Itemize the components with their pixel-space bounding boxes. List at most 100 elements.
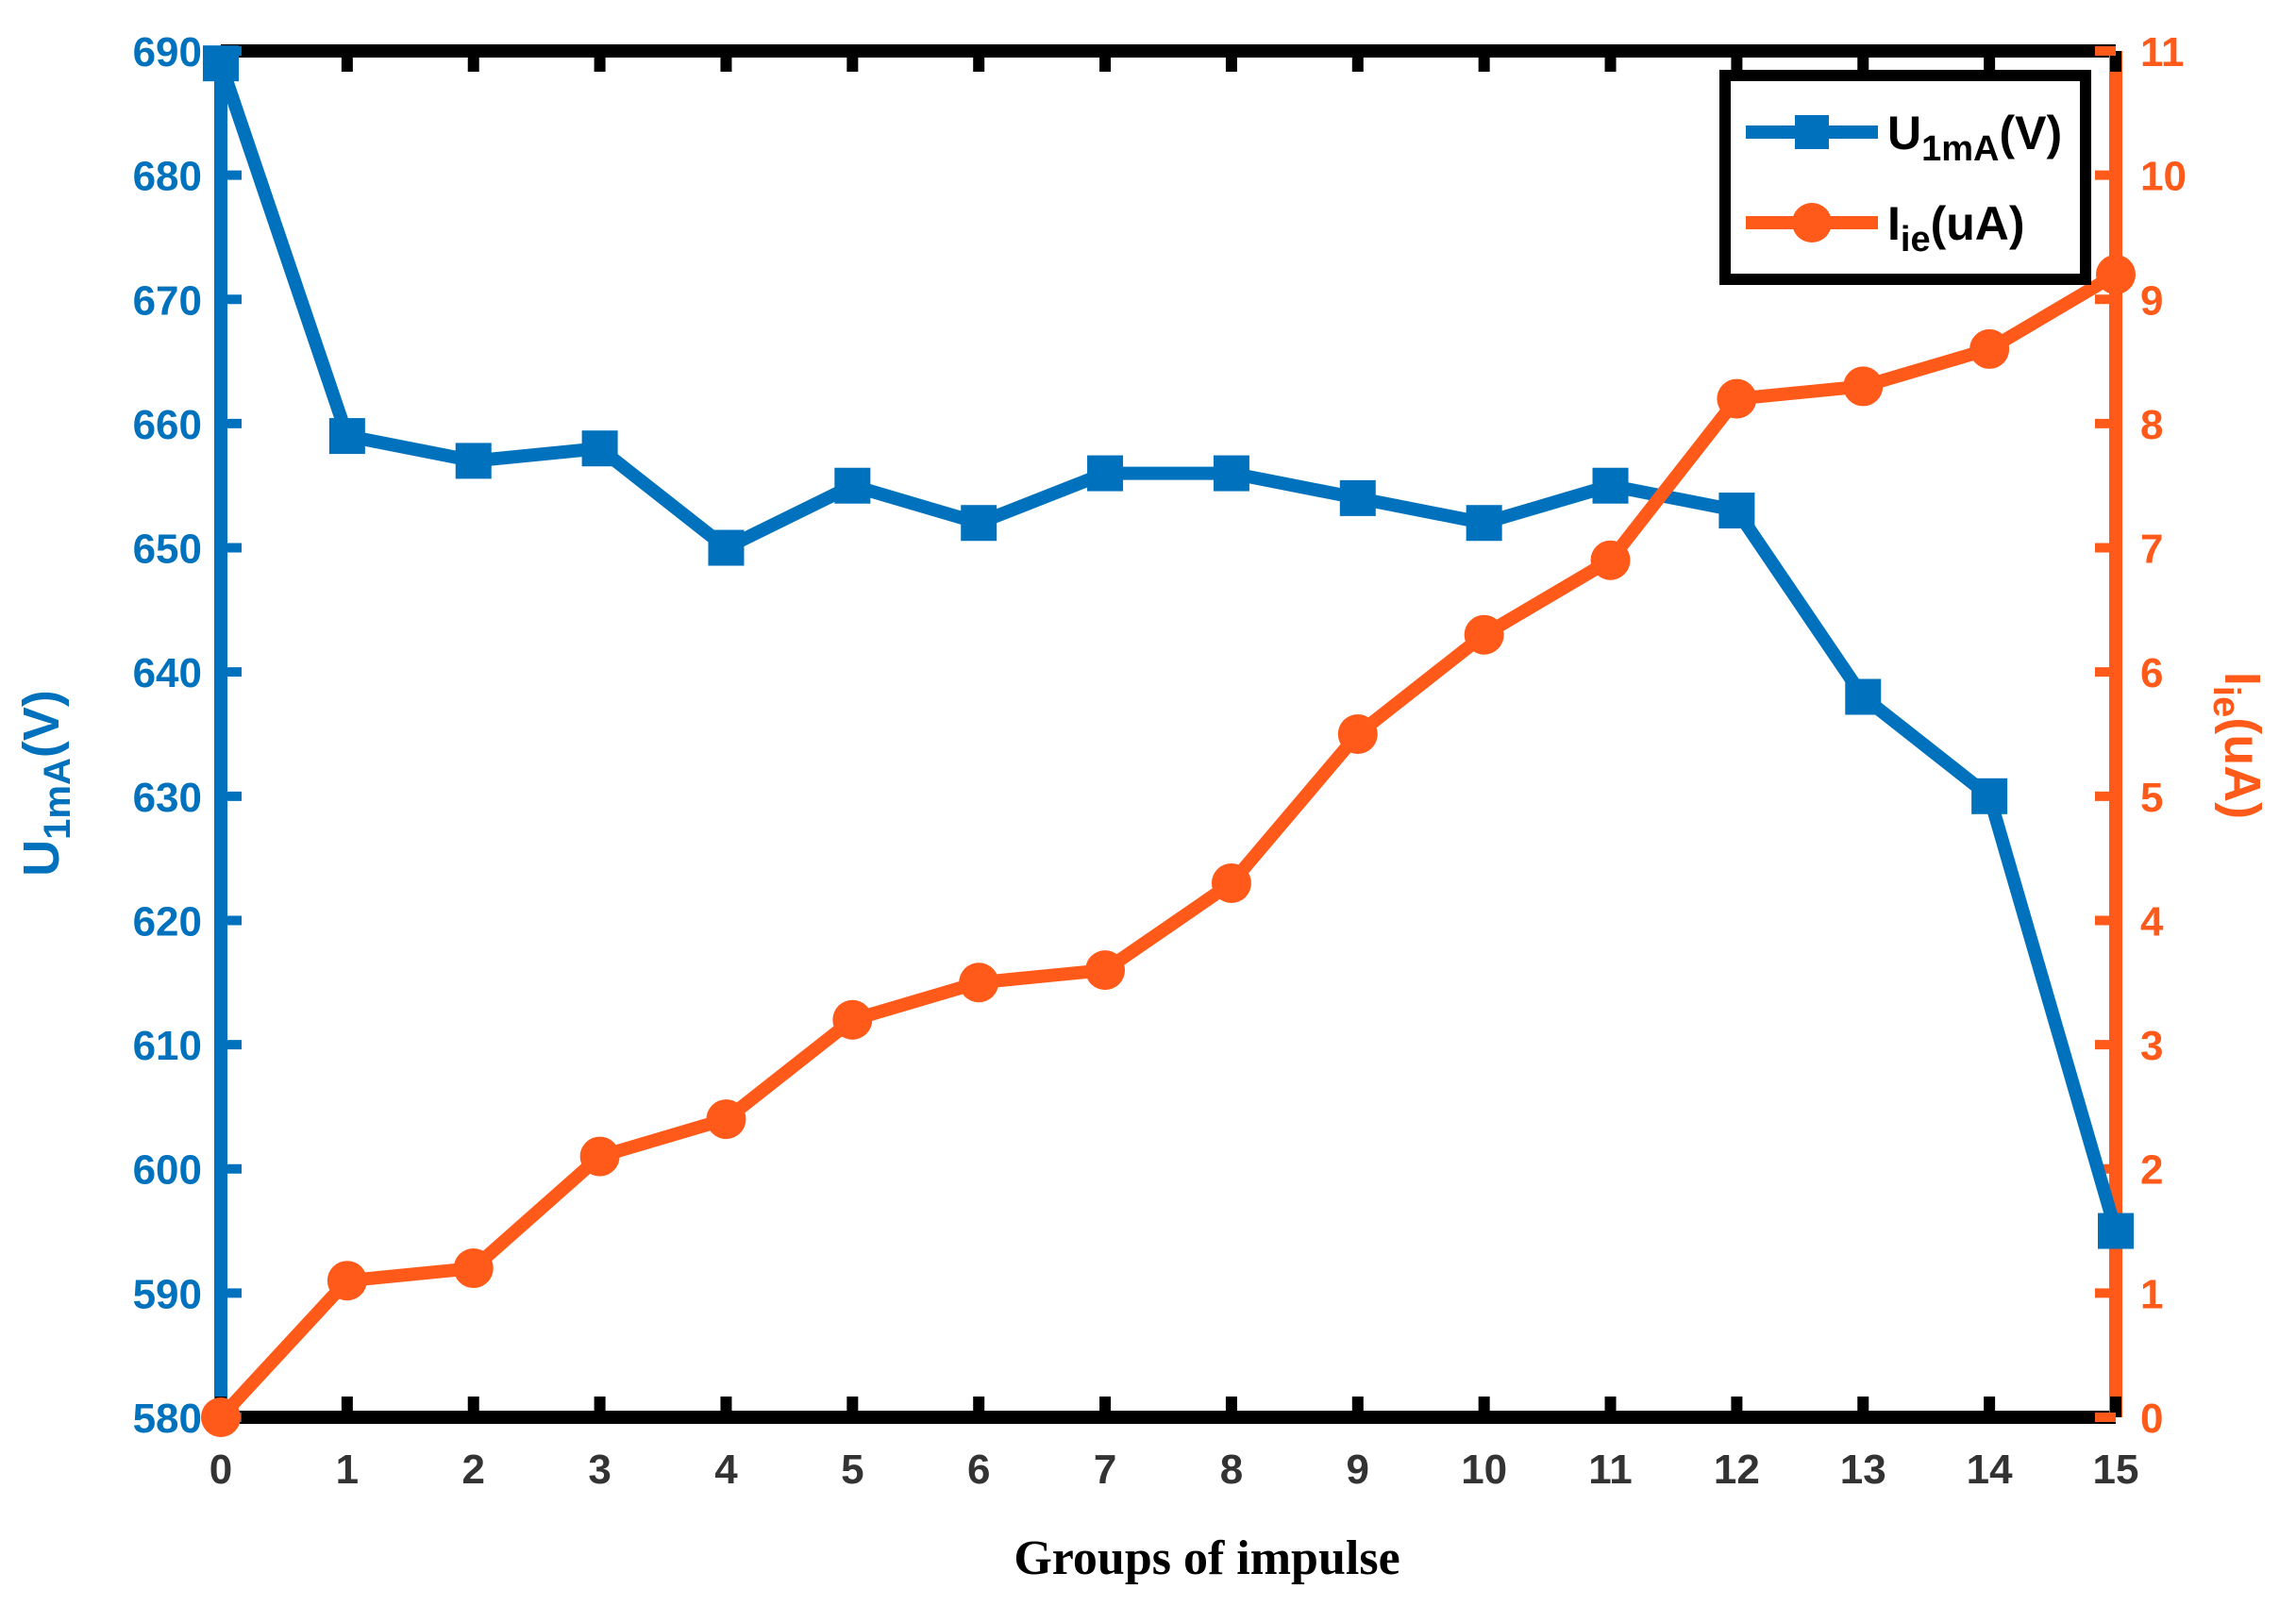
data-point-circle [1590,540,1631,580]
data-point-circle [1464,614,1504,655]
data-point-circle [706,1099,746,1140]
series-iie [201,254,2136,1437]
x-tick-label: 12 [1714,1447,1760,1493]
data-point-circle [1843,366,1884,407]
left-tick-label: 690 [133,29,202,75]
legend-label-u1ma-main: U [1887,107,1921,159]
right-tick-label: 0 [2140,1396,2163,1442]
data-point-square [1087,455,1124,492]
right-tick-label: 3 [2140,1023,2163,1069]
data-point-circle [201,1397,241,1437]
legend-label-u1ma-unit: (V) [1999,107,2062,159]
legend-label-iie-sub: ie [1901,220,1931,259]
legend-label-iie-unit: (uA) [1931,197,2025,250]
data-point-circle [1085,950,1126,991]
x-tick-label: 4 [714,1447,738,1493]
data-point-square [1971,778,2008,814]
legend-label-iie-main: I [1887,197,1901,250]
data-point-square [2098,1213,2134,1249]
x-axis-label: Groups of impulse [1014,1531,1399,1585]
right-tick-label: 5 [2140,775,2163,821]
right-tick-label: 2 [2140,1147,2163,1194]
right-axis-label: Iie(uA) [2205,672,2271,819]
data-point-square [1213,455,1249,492]
right-tick-label: 11 [2140,29,2185,75]
data-point-square [328,418,365,455]
series-u1ma [203,45,2134,1249]
data-point-circle [579,1136,620,1177]
data-point-circle [453,1248,494,1289]
series-line [215,268,2120,1422]
right-axis-label-unit: (uA) [2214,717,2271,819]
series-line [214,60,2122,1233]
data-point-square [1339,479,1376,516]
left-tick-label: 660 [133,402,202,448]
left-tick-label: 610 [133,1023,202,1069]
right-axis-label-main: I [2214,672,2271,686]
right-tick-label: 9 [2140,277,2163,324]
left-tick-label: 590 [133,1271,202,1317]
data-point-square [1718,493,1755,529]
x-tick-label: 0 [209,1447,232,1493]
left-axis-ticks: 580 590 600 610 620 630 640 650 660 670 680 690 [133,29,242,1442]
left-tick-label: 620 [133,898,202,945]
x-tick-label: 2 [461,1447,484,1493]
legend-label-u1ma-sub: 1mA [1921,129,1999,169]
x-tick-label: 14 [1967,1447,2013,1493]
data-point-circle [959,962,999,1003]
left-tick-label: 600 [133,1147,202,1194]
data-point-circle [327,1261,367,1301]
x-tick-label: 6 [967,1447,990,1493]
data-point-circle [1717,378,1757,419]
x-tick-label: 7 [1094,1447,1116,1493]
x-tick-label: 8 [1220,1447,1243,1493]
data-point-square [834,467,871,504]
right-tick-label: 1 [2140,1271,2163,1317]
x-tick-label: 5 [841,1447,863,1493]
left-axis-label: U1mA(V) [13,690,78,877]
legend-label-u1ma: U1mA(V) [1887,107,2062,169]
right-tick-label: 10 [2140,154,2187,200]
left-tick-label: 640 [133,650,202,696]
x-tick-label: 10 [1461,1447,1507,1493]
legend-marker-iie [1792,203,1832,243]
data-point-square [581,430,618,467]
legend-marker-u1ma [1795,115,1829,149]
legend: U1mA(V) Iie(uA) [1719,70,2091,285]
legend-box [1719,70,2091,285]
data-point-circle [1969,328,2010,369]
x-tick-label: 3 [588,1447,611,1493]
right-tick-label: 8 [2140,402,2163,448]
data-point-circle [1211,862,1251,903]
x-tick-label: 13 [1840,1447,1886,1493]
data-point-circle [1337,714,1378,754]
data-point-square [1592,467,1629,504]
data-point-circle [832,999,873,1040]
data-point-square [961,505,997,542]
x-tick-label: 1 [336,1447,359,1493]
data-point-circle [2096,254,2136,294]
left-tick-label: 580 [133,1396,202,1442]
data-point-square [203,45,239,82]
x-tick-label: 11 [1588,1447,1633,1493]
data-point-square [1466,505,1502,542]
left-axis-label-main: U [13,840,70,877]
left-axis-label-unit: (V) [13,690,70,758]
left-tick-label: 670 [133,277,202,324]
left-tick-label: 680 [133,154,202,200]
data-point-square [708,529,745,566]
right-axis-label-sub: ie [2205,686,2247,717]
right-tick-label: 7 [2140,527,2163,573]
right-tick-label: 4 [2140,898,2164,945]
left-tick-label: 630 [133,775,202,821]
x-tick-label: 9 [1347,1447,1369,1493]
right-tick-label: 6 [2140,650,2163,696]
x-tick-label: 15 [2093,1447,2139,1493]
series-layer [201,45,2136,1437]
data-point-square [455,443,492,479]
legend-label-iie: Iie(uA) [1887,197,2025,259]
left-tick-label: 650 [133,527,202,573]
left-axis-label-sub: 1mA [37,758,78,840]
data-point-square [1845,678,1882,715]
